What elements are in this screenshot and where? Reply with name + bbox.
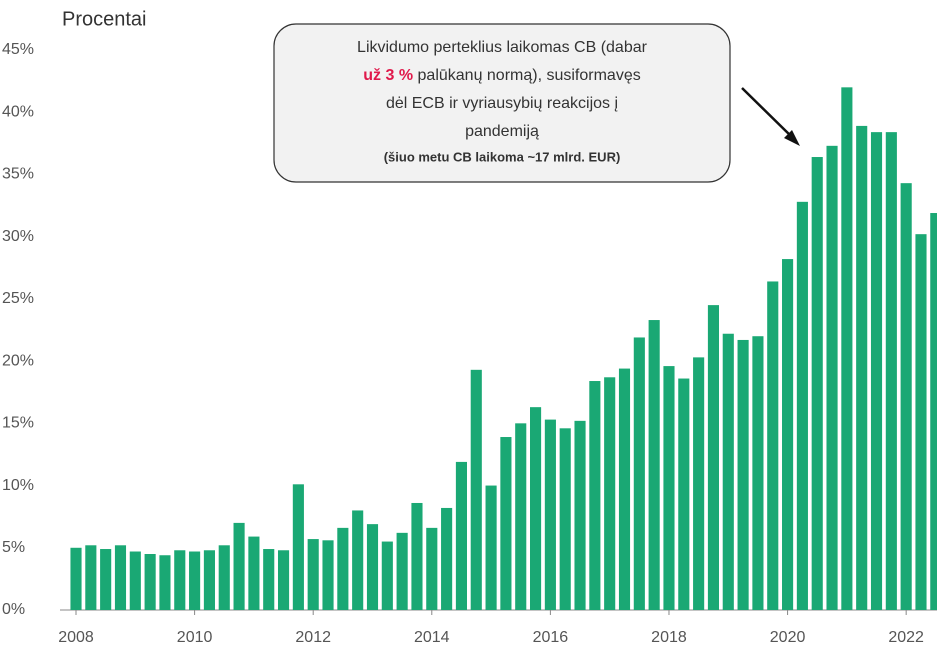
bar: [574, 420, 586, 610]
x-tick-label: 2012: [295, 629, 331, 646]
bar: [411, 502, 423, 610]
annotation: Likvidumo perteklius laikomas CB (dabar …: [273, 23, 800, 183]
bar: [203, 550, 215, 610]
bar: [307, 539, 319, 610]
y-tick-label: 35%: [2, 166, 34, 183]
bar: [856, 125, 868, 611]
bar: [722, 333, 734, 610]
bar: [426, 527, 438, 610]
bar: [885, 132, 897, 610]
bar: [159, 555, 171, 610]
bar: [589, 381, 601, 610]
bar: [70, 547, 82, 610]
annotation-text: už 3 % palūkanų normą), susiformavęs: [363, 67, 640, 84]
annotation-arrow: [741, 87, 796, 141]
bar: [678, 378, 690, 610]
bar: [441, 507, 453, 610]
bar: [233, 522, 245, 610]
bar: [707, 305, 720, 610]
bar: [263, 549, 275, 610]
bar: [500, 437, 512, 610]
annotation-arrowhead: [784, 130, 800, 146]
bar: [604, 377, 616, 610]
bar: [811, 157, 823, 610]
y-tick-label: 5%: [2, 539, 25, 556]
y-tick-label: 15%: [2, 415, 34, 432]
bar: [85, 545, 97, 610]
bar: [322, 540, 334, 610]
bar: [826, 145, 838, 611]
annotation-text: pandemiją: [465, 123, 539, 140]
bar: [366, 524, 379, 610]
bar: [277, 550, 290, 610]
x-tick-label: 2010: [177, 629, 213, 646]
bar: [530, 407, 542, 610]
x-tick-label: 2016: [533, 629, 569, 646]
bar: [663, 366, 675, 610]
bar: [396, 532, 408, 610]
bar: [470, 369, 482, 610]
bar: [114, 545, 127, 610]
y-tick-label: 40%: [2, 103, 34, 120]
x-tick-label: 2020: [770, 629, 806, 646]
bar: [618, 368, 631, 610]
bar: [292, 484, 304, 610]
bar: [900, 183, 912, 610]
bar: [174, 550, 186, 610]
y-tick-label: 45%: [2, 41, 34, 58]
bar: [767, 281, 779, 610]
annotation-note: (šiuo metu CB laikoma ~17 mlrd. EUR): [384, 149, 621, 164]
x-tick-label: 2022: [888, 629, 924, 646]
annotation-text: palūkanų normą), susiformavęs: [418, 67, 641, 84]
bar: [381, 541, 393, 610]
bar: [485, 485, 497, 610]
y-tick-label: 25%: [2, 290, 34, 307]
bar: [737, 339, 749, 610]
x-tick-label: 2018: [651, 629, 687, 646]
bar: [144, 554, 156, 610]
bar: [648, 320, 660, 610]
x-tick-label: 2014: [414, 629, 450, 646]
bar: [633, 337, 645, 610]
annotation-box: [273, 23, 731, 183]
bar: [337, 527, 349, 610]
bar: [796, 201, 808, 611]
bar: [930, 213, 937, 610]
bar: [915, 234, 927, 610]
bar: [515, 423, 527, 610]
bar: [218, 545, 230, 610]
bar: [841, 87, 853, 611]
bar: [752, 336, 764, 610]
annotation-text: dėl ECB ir vyriausybių reakcijos į: [386, 95, 618, 112]
annotation-text: Likvidumo perteklius laikomas CB (dabar: [357, 39, 648, 56]
bar: [189, 551, 201, 610]
bar: [352, 510, 364, 610]
y-tick-label: 10%: [2, 477, 34, 494]
bar: [100, 549, 112, 610]
bar: [248, 536, 260, 610]
bar: [693, 357, 705, 610]
bar: [455, 461, 467, 610]
y-tick-label: 20%: [2, 352, 34, 369]
y-tick-label: 30%: [2, 228, 34, 245]
bar: [129, 551, 141, 610]
x-tick-label: 2008: [58, 629, 94, 646]
bar: [559, 428, 571, 610]
y-axis-label: Procentai: [62, 8, 147, 30]
bar: [782, 259, 794, 610]
annotation-highlight: už 3 %: [363, 67, 413, 84]
bar: [544, 419, 556, 610]
y-tick-label: 0%: [2, 601, 25, 618]
bar: [870, 132, 883, 610]
